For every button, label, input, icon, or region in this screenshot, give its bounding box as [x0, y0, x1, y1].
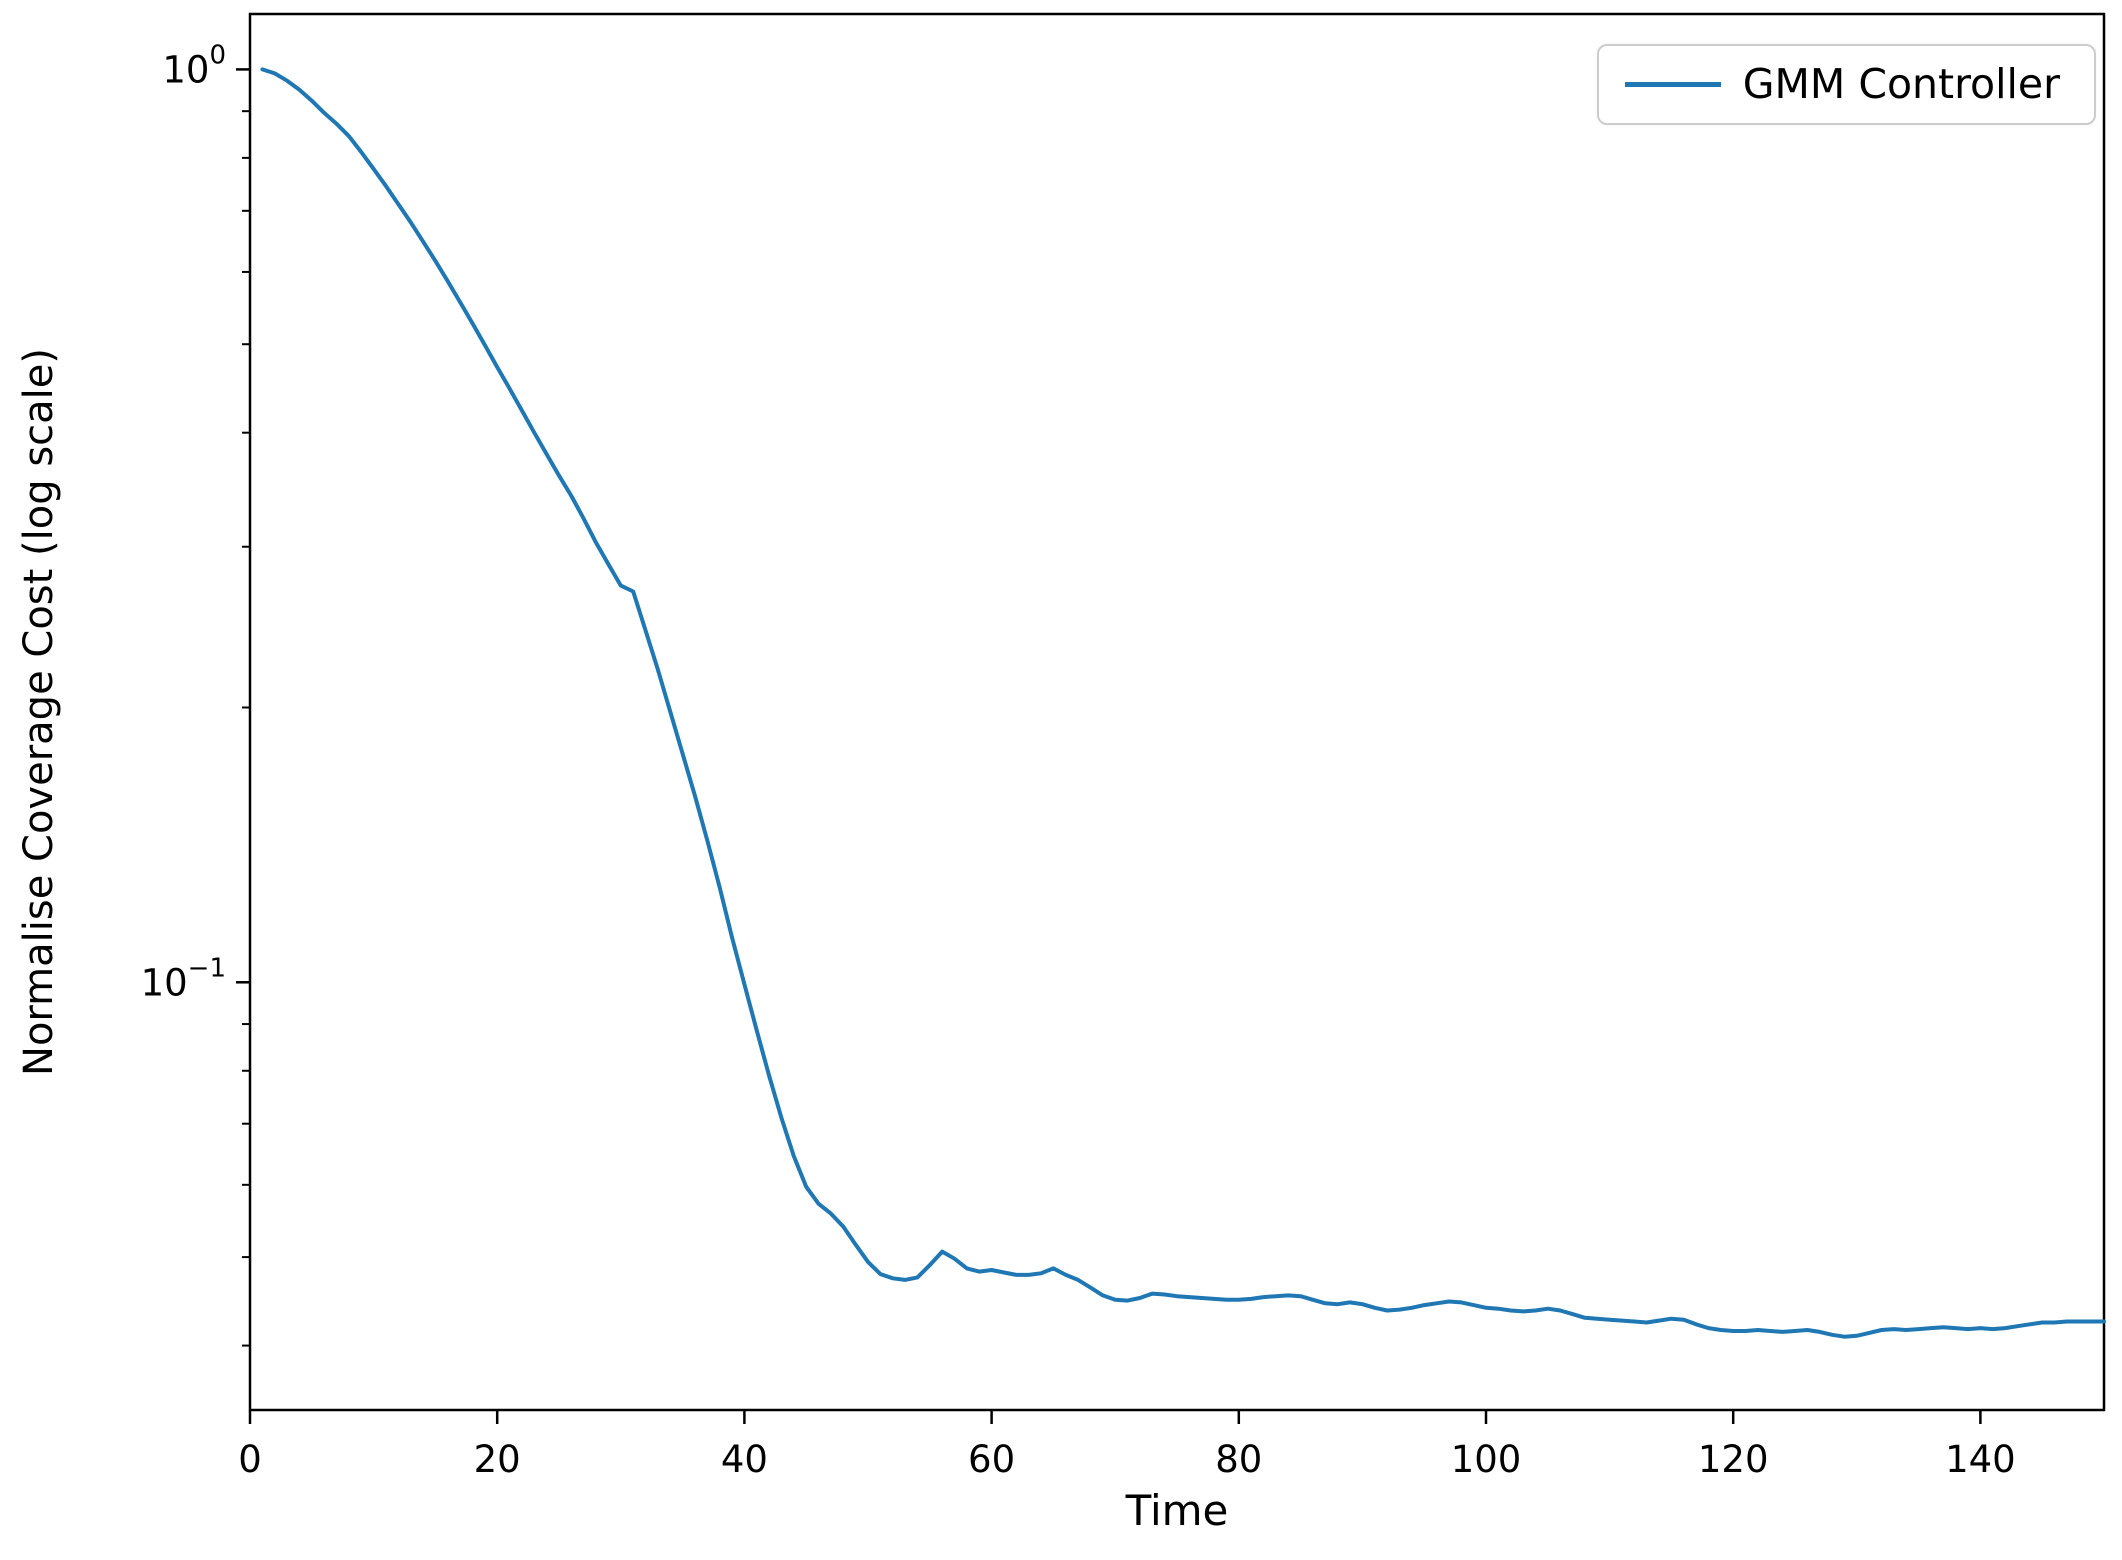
x-tick-label: 40	[721, 1438, 768, 1481]
series-line-gmm-controller	[260, 67, 2106, 1339]
legend-line-icon	[1624, 82, 1721, 87]
plot-border	[248, 12, 2106, 1412]
y-tick-label: 10−1	[141, 953, 226, 1004]
x-axis-label: Time	[1125, 1486, 1229, 1535]
y-axis-label: Normalise Coverage Cost (log scale)	[16, 348, 62, 1076]
x-tick-label: 0	[238, 1438, 262, 1481]
x-tick-label: 80	[1215, 1438, 1262, 1481]
x-tick-label: 60	[968, 1438, 1015, 1481]
y-tick-label: 100	[162, 40, 226, 91]
legend-label: GMM Controller	[1742, 60, 2060, 108]
x-tick-label: 100	[1451, 1438, 1522, 1481]
legend: GMM Controller	[1596, 44, 2096, 125]
x-tick-label: 20	[474, 1438, 521, 1481]
x-tick-label: 140	[1945, 1438, 2016, 1481]
x-tick-label: 120	[1698, 1438, 1769, 1481]
y-axis-label-wrap: Normalise Coverage Cost (log scale)	[4, 14, 74, 1410]
